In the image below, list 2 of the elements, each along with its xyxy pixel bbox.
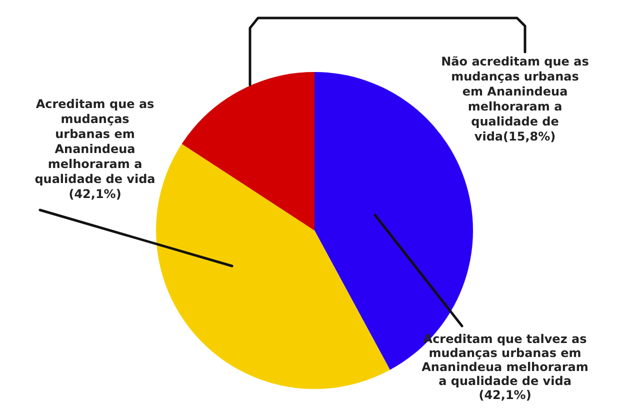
slice-label: Não acreditam que as mudanças urbanas em Ananindeua melhoraram a qualidade de vida(15,8%)	[441, 54, 589, 144]
slice-label: Acreditam que as mudanças urbanas em Ananindeua melhoraram a qualidade de vida (42,1%)	[34, 97, 156, 202]
